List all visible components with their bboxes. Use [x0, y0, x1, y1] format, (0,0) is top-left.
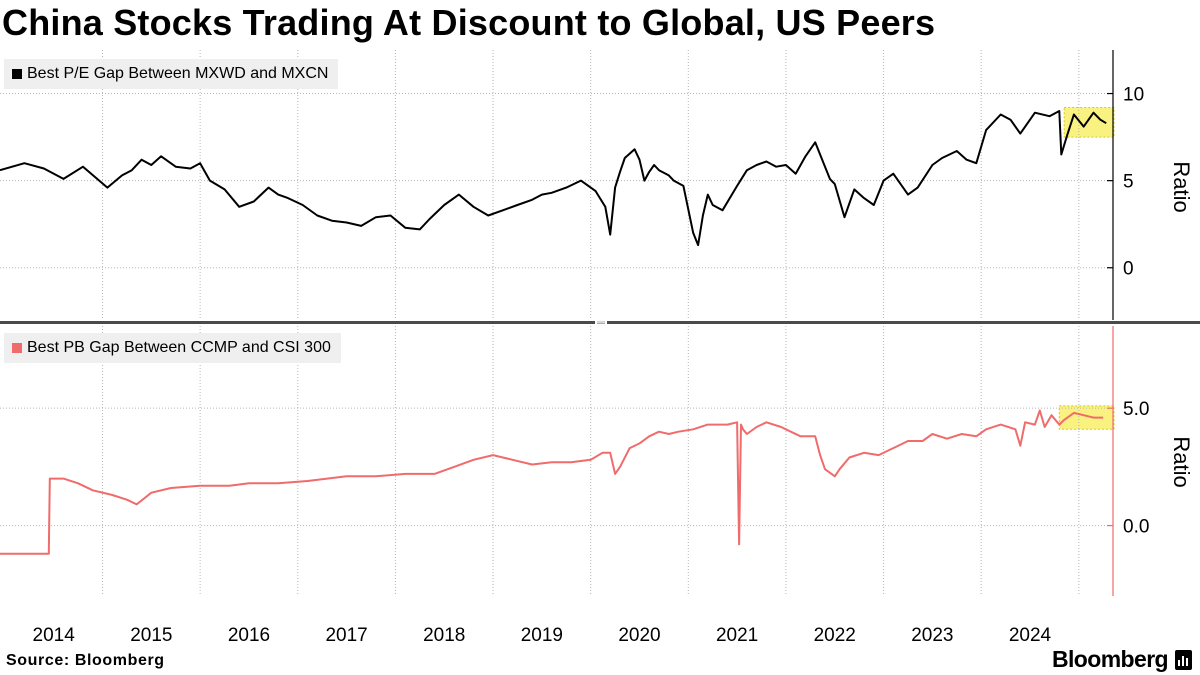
xtick-label-2022: 2022: [814, 625, 856, 646]
chart-title: China Stocks Trading At Discount to Glob…: [2, 2, 936, 43]
ytick-label-5: 5: [1123, 172, 1134, 193]
xtick-label-2024: 2024: [1009, 625, 1052, 646]
pb-gap-panel: 0.0 5.0 Ratio: [0, 326, 1194, 596]
pe-gap-panel: 0 5 10 Ratio: [0, 50, 1194, 320]
xtick-label-2020: 2020: [618, 625, 660, 646]
xtick-label-2015: 2015: [130, 625, 172, 646]
pb-gap-highlight-box: [1058, 405, 1115, 430]
xtick-label-2019: 2019: [521, 625, 563, 646]
legend-swatch-red: [12, 343, 22, 353]
legend-swatch-black: [12, 69, 22, 79]
xtick-label-2018: 2018: [423, 625, 465, 646]
panel-divider[interactable]: [0, 320, 1200, 325]
source-note: Source: Bloomberg: [6, 652, 165, 669]
xtick-label-2017: 2017: [325, 625, 367, 646]
pe-gap-y-label: Ratio: [1169, 161, 1194, 212]
ytick-label-0.0: 0.0: [1123, 517, 1149, 538]
bloomberg-logo-text: Bloomberg: [1052, 646, 1169, 672]
ytick-label-0: 0: [1123, 259, 1134, 280]
x-axis-tick-labels: 2014 2015 2016 2017 2018 2019 2020 2021 2022 2023…: [33, 625, 1052, 646]
pb-gap-gridlines: [0, 326, 1113, 596]
pe-gap-y-ticks: 0 5 10: [1107, 85, 1144, 280]
xtick-label-2016: 2016: [228, 625, 270, 646]
legend-pe-gap-label: Best P/E Gap Between MXWD and MXCN: [27, 65, 329, 82]
xtick-label-2021: 2021: [716, 625, 758, 646]
xtick-label-2014: 2014: [33, 625, 76, 646]
pb-gap-series-line: [0, 409, 1104, 555]
pb-gap-y-label: Ratio: [1169, 436, 1194, 487]
pe-gap-gridlines: [0, 50, 1113, 320]
bloomberg-chart-icon: [1175, 650, 1192, 670]
pe-gap-series-line: [0, 110, 1107, 247]
legend-pe-gap[interactable]: Best P/E Gap Between MXWD and MXCN: [4, 59, 339, 89]
ytick-label-10: 10: [1123, 85, 1144, 106]
pb-gap-y-ticks: 0.0 5.0: [1107, 399, 1149, 538]
ytick-label-5.0: 5.0: [1123, 399, 1149, 420]
xtick-label-2023: 2023: [911, 625, 953, 646]
legend-pb-gap[interactable]: Best PB Gap Between CCMP and CSI 300: [4, 333, 341, 363]
legend-pb-gap-label: Best PB Gap Between CCMP and CSI 300: [27, 339, 331, 356]
